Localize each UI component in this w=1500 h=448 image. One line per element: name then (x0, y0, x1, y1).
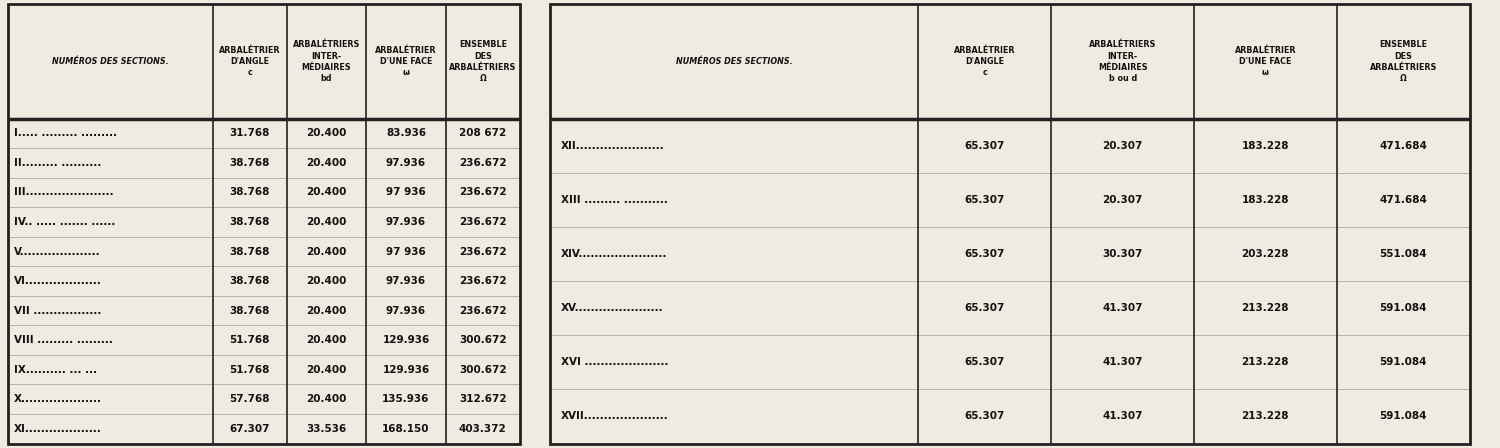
Text: ARBALÉTRIER
D'ANGLE
c: ARBALÉTRIER D'ANGLE c (954, 46, 1016, 77)
Text: 20.400: 20.400 (306, 276, 347, 286)
Text: 20.400: 20.400 (306, 394, 347, 404)
Text: IX.......... ... ...: IX.......... ... ... (13, 365, 98, 375)
Text: XV......................: XV...................... (561, 303, 663, 313)
Text: XVI .....................: XVI ..................... (561, 358, 669, 367)
Text: 41.307: 41.307 (1102, 358, 1143, 367)
Text: 135.936: 135.936 (382, 394, 429, 404)
Text: ARBALÉTRIERS
INTER-
MÉDIAIRES
b ou d: ARBALÉTRIERS INTER- MÉDIAIRES b ou d (1089, 40, 1156, 83)
Text: 65.307: 65.307 (964, 249, 1005, 259)
Text: 38.768: 38.768 (230, 276, 270, 286)
Text: 97 936: 97 936 (386, 246, 426, 257)
Text: 208 672: 208 672 (459, 129, 507, 138)
Text: III......................: III...................... (13, 187, 114, 198)
Text: 20.307: 20.307 (1102, 195, 1143, 205)
Text: VIII ......... .........: VIII ......... ......... (13, 335, 112, 345)
Text: 20.400: 20.400 (306, 187, 347, 198)
Text: 57.768: 57.768 (230, 394, 270, 404)
Text: II......... ..........: II......... .......... (13, 158, 100, 168)
Text: 236.672: 236.672 (459, 217, 507, 227)
Text: 236.672: 236.672 (459, 246, 507, 257)
Text: 236.672: 236.672 (459, 276, 507, 286)
Text: ENSEMBLE
DES
ARBALÉTRIERS
Ω: ENSEMBLE DES ARBALÉTRIERS Ω (1370, 40, 1437, 83)
Text: 129.936: 129.936 (382, 365, 429, 375)
Text: V....................: V.................... (13, 246, 100, 257)
Text: 300.672: 300.672 (459, 335, 507, 345)
Text: 20.400: 20.400 (306, 306, 347, 315)
Text: 213.228: 213.228 (1242, 358, 1288, 367)
Text: 236.672: 236.672 (459, 187, 507, 198)
Text: 65.307: 65.307 (964, 358, 1005, 367)
Text: 65.307: 65.307 (964, 303, 1005, 313)
Text: 236.672: 236.672 (459, 158, 507, 168)
Text: 312.672: 312.672 (459, 394, 507, 404)
Text: 471.684: 471.684 (1380, 141, 1426, 151)
Text: 51.768: 51.768 (230, 365, 270, 375)
Text: 20.400: 20.400 (306, 246, 347, 257)
Text: 33.536: 33.536 (306, 424, 347, 434)
Text: 38.768: 38.768 (230, 187, 270, 198)
Text: XVII.....................: XVII..................... (561, 411, 669, 422)
Text: 20.307: 20.307 (1102, 141, 1143, 151)
Text: 38.768: 38.768 (230, 158, 270, 168)
Text: ARBALÉTRIER
D'UNE FACE
ω: ARBALÉTRIER D'UNE FACE ω (375, 46, 436, 77)
Text: 20.400: 20.400 (306, 335, 347, 345)
Text: 65.307: 65.307 (964, 195, 1005, 205)
Text: 97.936: 97.936 (386, 217, 426, 227)
Text: ARBALÉTRIER
D'ANGLE
c: ARBALÉTRIER D'ANGLE c (219, 46, 280, 77)
Text: 183.228: 183.228 (1242, 195, 1288, 205)
Text: 183.228: 183.228 (1242, 141, 1288, 151)
Text: ARBALÉTRIERS
INTER-
MÉDIAIRES
bd: ARBALÉTRIERS INTER- MÉDIAIRES bd (292, 40, 360, 83)
Text: 97.936: 97.936 (386, 158, 426, 168)
Text: 97 936: 97 936 (386, 187, 426, 198)
Text: 65.307: 65.307 (964, 411, 1005, 422)
Text: 168.150: 168.150 (382, 424, 429, 434)
Text: XI...................: XI................... (13, 424, 102, 434)
Text: X....................: X.................... (13, 394, 102, 404)
Text: NUMÉROS DES SECTIONS.: NUMÉROS DES SECTIONS. (51, 57, 168, 66)
Text: 236.672: 236.672 (459, 306, 507, 315)
Text: 38.768: 38.768 (230, 246, 270, 257)
Text: 403.372: 403.372 (459, 424, 507, 434)
Text: 31.768: 31.768 (230, 129, 270, 138)
Text: 551.084: 551.084 (1380, 249, 1426, 259)
Text: XIII ......... ...........: XIII ......... ........... (561, 195, 668, 205)
Text: 83.936: 83.936 (386, 129, 426, 138)
Text: 65.307: 65.307 (964, 141, 1005, 151)
Text: 213.228: 213.228 (1242, 303, 1288, 313)
Text: 97.936: 97.936 (386, 276, 426, 286)
Text: 20.400: 20.400 (306, 129, 347, 138)
Text: 41.307: 41.307 (1102, 303, 1143, 313)
Text: 41.307: 41.307 (1102, 411, 1143, 422)
Text: 203.228: 203.228 (1242, 249, 1288, 259)
Text: 67.307: 67.307 (230, 424, 270, 434)
Text: XIV......................: XIV...................... (561, 249, 668, 259)
Text: IV.. ..... ....... ......: IV.. ..... ....... ...... (13, 217, 116, 227)
Text: NUMÉROS DES SECTIONS.: NUMÉROS DES SECTIONS. (675, 57, 792, 66)
Text: 129.936: 129.936 (382, 335, 429, 345)
Text: 591.084: 591.084 (1380, 358, 1426, 367)
Text: 213.228: 213.228 (1242, 411, 1288, 422)
Text: 97.936: 97.936 (386, 306, 426, 315)
Text: 38.768: 38.768 (230, 217, 270, 227)
Text: 20.400: 20.400 (306, 217, 347, 227)
Text: VII .................: VII ................. (13, 306, 100, 315)
Text: 300.672: 300.672 (459, 365, 507, 375)
Text: 20.400: 20.400 (306, 365, 347, 375)
Text: 20.400: 20.400 (306, 158, 347, 168)
Text: 471.684: 471.684 (1380, 195, 1426, 205)
Text: 591.084: 591.084 (1380, 411, 1426, 422)
Text: ARBALÉTRIER
D'UNE FACE
ω: ARBALÉTRIER D'UNE FACE ω (1234, 46, 1296, 77)
Text: ENSEMBLE
DES
ARBALÉTRIERS
Ω: ENSEMBLE DES ARBALÉTRIERS Ω (448, 40, 516, 83)
Text: I..... ......... .........: I..... ......... ......... (13, 129, 117, 138)
Text: 30.307: 30.307 (1102, 249, 1143, 259)
Text: 591.084: 591.084 (1380, 303, 1426, 313)
Text: VI...................: VI................... (13, 276, 102, 286)
Text: 38.768: 38.768 (230, 306, 270, 315)
Text: XII......................: XII...................... (561, 141, 664, 151)
Text: 51.768: 51.768 (230, 335, 270, 345)
